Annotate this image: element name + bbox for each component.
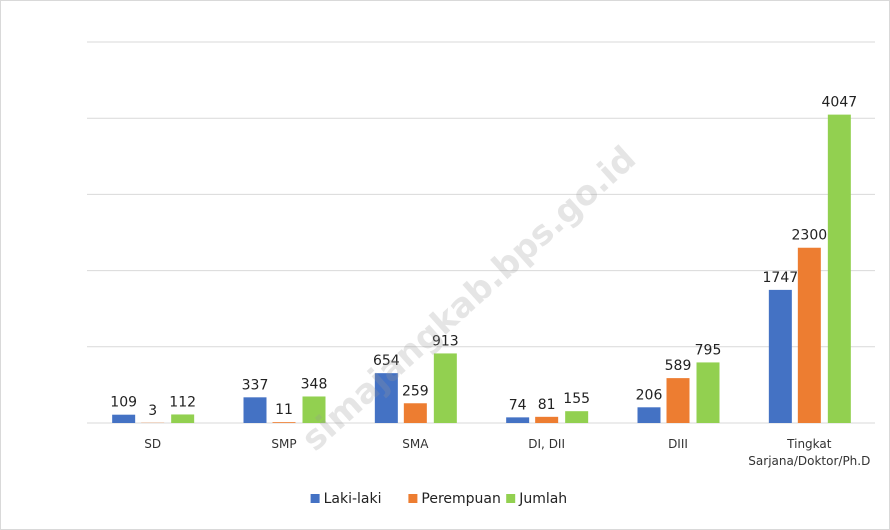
data-label: 112 — [169, 394, 196, 410]
bar — [112, 414, 136, 423]
data-label: 1747 — [763, 270, 799, 286]
x-tick-label: SMA — [402, 437, 429, 451]
x-tick-label: Tingkat Sarjana/Doktor/Ph.D — [748, 437, 871, 468]
bar — [797, 247, 821, 423]
data-label: 3 — [148, 403, 157, 419]
bar — [565, 411, 589, 423]
bar — [535, 416, 559, 423]
bar — [666, 378, 690, 423]
data-label: 155 — [563, 391, 590, 407]
data-label: 81 — [538, 397, 556, 413]
legend-label: Laki-laki — [324, 491, 382, 507]
bar — [768, 289, 792, 423]
data-label: 337 — [242, 377, 269, 393]
bar — [403, 403, 427, 423]
data-label: 4047 — [822, 95, 858, 111]
bar — [506, 417, 530, 423]
legend-swatch — [506, 494, 516, 503]
data-label: 589 — [665, 358, 692, 374]
bar — [374, 373, 398, 423]
data-label: 206 — [636, 387, 663, 403]
legend-label: Jumlah — [518, 491, 567, 507]
x-tick-label: DI, DII — [528, 437, 566, 451]
data-label: 795 — [695, 342, 722, 358]
data-label: 109 — [110, 395, 137, 411]
legend-swatch — [310, 494, 320, 503]
data-label: 654 — [373, 353, 400, 369]
bar — [637, 407, 661, 423]
bar — [302, 396, 326, 423]
bar — [696, 362, 720, 423]
data-label: 2300 — [792, 228, 828, 244]
data-label: 348 — [301, 376, 328, 392]
x-tick-label: DIII — [668, 437, 688, 451]
data-label: 11 — [275, 402, 293, 418]
bar — [433, 353, 457, 423]
legend-swatch — [408, 494, 418, 503]
data-label: 74 — [509, 397, 527, 413]
data-label: 913 — [432, 333, 459, 349]
legend-label: Perempuan — [421, 491, 500, 507]
bar — [243, 397, 267, 423]
bar — [171, 414, 195, 423]
x-tick-label: SD — [144, 437, 162, 451]
bar — [827, 114, 851, 424]
bar — [272, 422, 296, 423]
data-label: 259 — [402, 383, 429, 399]
x-tick-label: SMP — [271, 437, 297, 451]
